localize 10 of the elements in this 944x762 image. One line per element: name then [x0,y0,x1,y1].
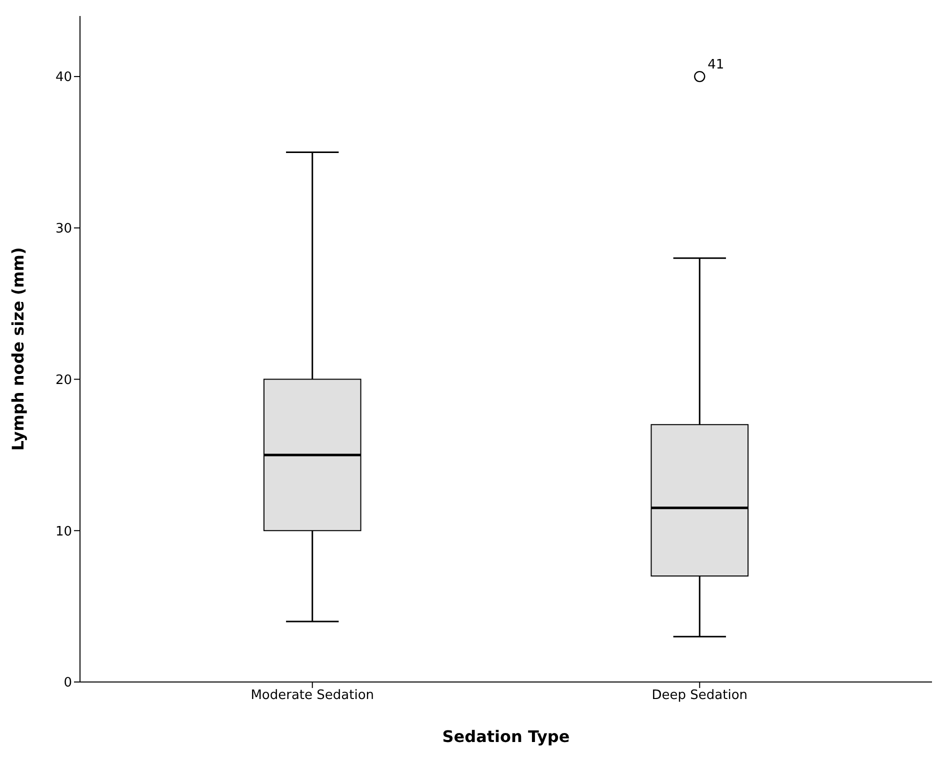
y-tick-label: 10 [55,524,72,540]
x-tick-label: Moderate Sedation [250,688,374,704]
annotation: 41 [708,58,724,73]
y-tick-label: 40 [55,70,72,86]
y-tick-label: 20 [55,372,72,388]
x-tick-label: Deep Sedation [652,688,748,704]
y-axis-title: Lymph node size (mm) [8,247,28,451]
y-tick-label: 30 [55,222,72,237]
y-tick-label: 0 [64,676,72,691]
x-axis-title: Sedation Type [442,727,570,746]
